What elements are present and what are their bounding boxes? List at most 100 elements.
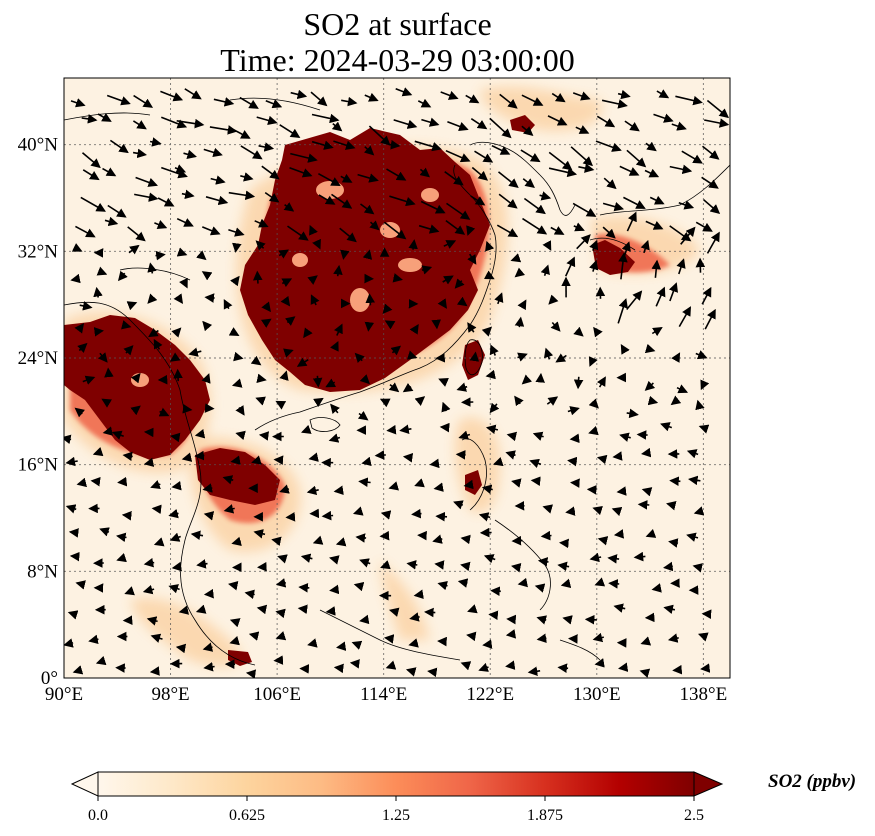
wind-arrow xyxy=(254,218,269,228)
wind-arrow xyxy=(205,195,229,206)
wind-arrow xyxy=(96,266,108,276)
wind-arrow xyxy=(548,167,578,178)
wind-arrow xyxy=(358,477,371,487)
wind-arrow xyxy=(382,303,393,315)
wind-arrow xyxy=(492,456,504,467)
wind-arrow xyxy=(573,376,584,390)
wind-arrow xyxy=(624,120,640,132)
wind-arrow xyxy=(258,142,275,152)
wind-arrow xyxy=(543,347,554,360)
colorbar-gradient xyxy=(97,771,695,797)
wind-arrow xyxy=(306,485,319,496)
wind-arrow xyxy=(686,532,699,542)
wind-arrow xyxy=(432,534,443,544)
wind-arrow xyxy=(669,476,681,486)
wind-arrow xyxy=(534,583,546,593)
wind-arrow xyxy=(157,197,175,207)
wind-arrow xyxy=(405,667,417,677)
wind-arrow xyxy=(651,583,662,593)
wind-arrow xyxy=(143,457,155,467)
wind-arrow xyxy=(649,195,665,205)
wind-arrow xyxy=(511,478,522,488)
wind-arrow xyxy=(349,659,360,669)
wind-arrow xyxy=(104,367,114,378)
wind-arrow xyxy=(540,264,550,277)
wind-arrow xyxy=(414,396,426,406)
wind-arrow xyxy=(668,538,679,548)
wind-arrow xyxy=(244,589,255,600)
wind-arrow xyxy=(133,94,154,108)
wind-arrow xyxy=(333,140,356,150)
wind-arrow xyxy=(336,641,347,651)
wind-arrow xyxy=(419,167,431,178)
wind-arrow xyxy=(229,618,241,628)
wind-arrow xyxy=(589,259,599,272)
wind-arrow xyxy=(703,199,721,215)
wind-arrow xyxy=(671,352,681,363)
wind-arrow xyxy=(117,270,128,282)
wind-arrow xyxy=(388,382,400,393)
wind-arrow xyxy=(204,293,215,303)
wind-arrow xyxy=(520,149,541,163)
lon-tick-label: 90°E xyxy=(45,684,83,705)
wind-arrow xyxy=(384,320,396,330)
wind-arrow xyxy=(309,224,318,236)
wind-arrow xyxy=(491,144,511,155)
wind-arrow xyxy=(181,189,195,200)
wind-arrow xyxy=(122,451,133,462)
wind-arrow xyxy=(617,298,628,324)
wind-arrow xyxy=(406,350,418,360)
wind-arrow xyxy=(522,217,548,235)
wind-arrow xyxy=(278,249,289,259)
wind-arrow xyxy=(132,148,147,159)
map-frame xyxy=(63,77,731,679)
wind-arrow xyxy=(75,225,96,238)
lon-tick-label: 130°E xyxy=(573,684,621,705)
wind-arrow xyxy=(65,456,78,467)
wind-arrow xyxy=(445,219,466,235)
wind-arrow xyxy=(128,244,140,255)
wind-arrow xyxy=(595,140,622,152)
wind-arrow xyxy=(442,275,454,285)
wind-arrow xyxy=(636,430,648,440)
wind-arrow xyxy=(68,528,79,538)
wind-arrow xyxy=(174,164,187,174)
wind-arrow xyxy=(601,99,628,109)
wind-arrow xyxy=(550,226,565,235)
wind-arrow xyxy=(530,476,541,486)
wind-arrow xyxy=(379,398,391,408)
wind-arrow xyxy=(359,374,370,385)
wind-arrow xyxy=(75,580,86,590)
wind-arrow xyxy=(229,635,240,646)
wind-arrow xyxy=(588,356,598,367)
wind-arrow xyxy=(106,94,131,106)
wind-arrow xyxy=(203,511,215,521)
colorbar-ticks: 0.0 0.625 1.25 1.875 2.5 xyxy=(88,796,704,824)
wind-arrow xyxy=(222,475,234,485)
wind-arrow xyxy=(228,227,245,237)
wind-arrow xyxy=(353,581,365,592)
wind-arrow xyxy=(514,267,526,278)
wind-arrow xyxy=(239,96,259,109)
wind-arrow xyxy=(617,89,631,100)
wind-arrow xyxy=(149,666,160,676)
wind-arrow xyxy=(437,298,447,309)
wind-arrow xyxy=(88,634,99,645)
wind-arrow xyxy=(523,197,546,215)
latitude-axis: 0° 8°N 16°N 24°N 32°N 40°N xyxy=(18,135,59,689)
wind-arrow xyxy=(618,662,629,672)
wind-arrow xyxy=(435,511,448,522)
wind-arrow xyxy=(695,350,708,360)
wind-arrow xyxy=(542,504,554,514)
wind-arrow xyxy=(312,535,324,545)
wind-arrow xyxy=(700,663,711,673)
wind-arrow xyxy=(354,352,365,364)
longitude-axis: 90°E 98°E 106°E 114°E 122°E 130°E 138°E xyxy=(45,684,727,705)
wind-arrow xyxy=(490,586,501,597)
wind-arrow xyxy=(175,643,187,654)
wind-arrow xyxy=(602,226,616,239)
wind-arrow xyxy=(640,636,652,646)
wind-arrow xyxy=(195,604,207,614)
wind-arrow xyxy=(421,265,433,275)
wind-arrow xyxy=(688,475,701,486)
